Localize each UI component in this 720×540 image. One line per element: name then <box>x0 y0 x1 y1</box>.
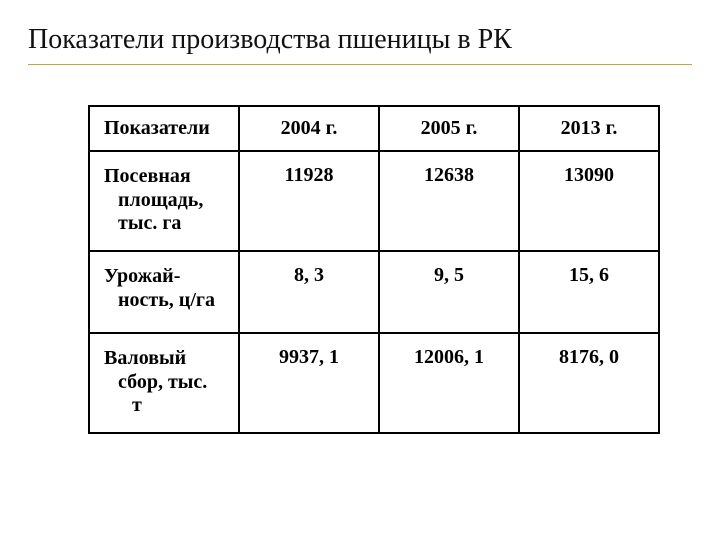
cell: 9, 5 <box>379 251 519 333</box>
slide: Показатели производства пшеницы в РК Пок… <box>0 0 720 540</box>
cell: 9937, 1 <box>239 333 379 433</box>
table-header-row: Показатели 2004 г. 2005 г. 2013 г. <box>89 106 659 151</box>
row-label: площадь, <box>104 189 228 212</box>
row-label: т <box>104 394 228 417</box>
col-header-1: 2004 г. <box>239 106 379 151</box>
cell: 12638 <box>379 151 519 251</box>
row-label: Урожай- <box>104 264 228 289</box>
page-title: Показатели производства пшеницы в РК <box>28 24 692 65</box>
table-row: Валовый сбор, тыс. т 9937, 1 12006, 1 81… <box>89 333 659 433</box>
row-header-1: Урожай- ность, ц/га <box>89 251 239 333</box>
table-row: Урожай- ность, ц/га 8, 3 9, 5 15, 6 <box>89 251 659 333</box>
row-label: тыс. га <box>104 212 228 235</box>
row-label: ность, ц/га <box>104 289 228 312</box>
cell: 12006, 1 <box>379 333 519 433</box>
cell: 15, 6 <box>519 251 659 333</box>
table-container: Показатели 2004 г. 2005 г. 2013 г. Посев… <box>88 105 692 434</box>
col-header-0: Показатели <box>89 106 239 151</box>
col-header-2: 2005 г. <box>379 106 519 151</box>
row-header-0: Посевная площадь, тыс. га <box>89 151 239 251</box>
table-row: Посевная площадь, тыс. га 11928 12638 13… <box>89 151 659 251</box>
cell: 13090 <box>519 151 659 251</box>
cell: 8176, 0 <box>519 333 659 433</box>
data-table: Показатели 2004 г. 2005 г. 2013 г. Посев… <box>88 105 660 434</box>
row-label: Валовый <box>104 346 228 371</box>
cell: 11928 <box>239 151 379 251</box>
col-header-3: 2013 г. <box>519 106 659 151</box>
row-label: сбор, тыс. <box>104 371 228 394</box>
row-header-2: Валовый сбор, тыс. т <box>89 333 239 433</box>
cell: 8, 3 <box>239 251 379 333</box>
row-label: Посевная <box>104 164 228 189</box>
